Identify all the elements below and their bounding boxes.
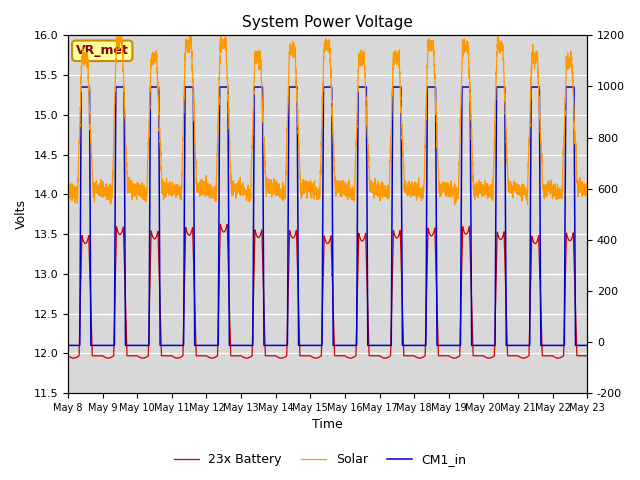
CM1_in [64,343,72,348]
23x Battery [70,355,77,361]
CM1_in [583,343,591,348]
Legend: 23x Battery, Solar, CM1_in: 23x Battery, Solar, CM1_in [168,448,472,471]
Solar [451,202,458,208]
23x Battery [64,353,72,359]
Line: Solar: Solar [68,33,587,205]
23x Battery [216,221,224,227]
Line: 23x Battery: 23x Battery [68,224,587,358]
Y-axis label: Volts: Volts [15,199,28,229]
CM1_in [533,84,541,90]
CM1_in [77,84,85,90]
Solar [126,182,134,188]
Line: CM1_in: CM1_in [68,87,587,346]
23x Battery [536,257,543,263]
23x Battery [126,353,134,359]
Solar [64,186,72,192]
Text: VR_met: VR_met [76,44,129,57]
CM1_in [556,343,564,348]
23x Battery [263,353,271,359]
Solar [536,112,543,118]
23x Battery [533,239,541,244]
23x Battery [389,240,397,245]
CM1_in [536,84,543,90]
Solar [556,191,564,196]
Solar [389,65,397,71]
Title: System Power Voltage: System Power Voltage [242,15,413,30]
Solar [263,175,271,180]
23x Battery [556,355,564,361]
CM1_in [263,343,271,348]
23x Battery [583,353,591,359]
CM1_in [126,343,134,348]
Solar [533,49,541,55]
Solar [583,180,591,186]
Solar [494,30,502,36]
X-axis label: Time: Time [312,419,343,432]
CM1_in [389,84,397,90]
